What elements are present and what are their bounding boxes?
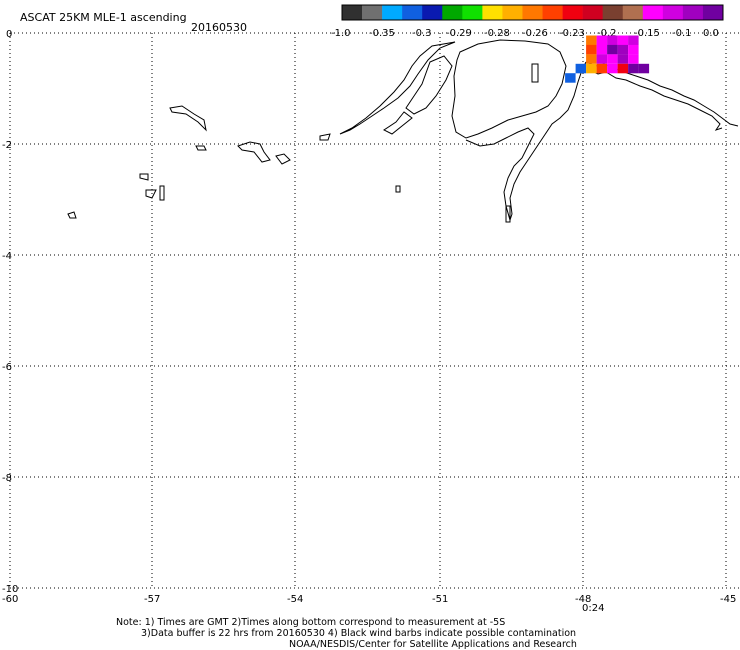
colorbar-swatch bbox=[662, 5, 684, 20]
data-pixel bbox=[596, 54, 608, 64]
data-pixel bbox=[628, 44, 639, 55]
data-pixel bbox=[617, 44, 629, 55]
colorbar bbox=[341, 4, 724, 21]
colorbar-swatch bbox=[442, 5, 463, 20]
x-tick-label: -54 bbox=[287, 594, 303, 605]
colorbar-swatch bbox=[462, 5, 483, 20]
coastline-island bbox=[67, 211, 77, 219]
coastline-island bbox=[319, 133, 331, 141]
coastline-inner-lake bbox=[531, 63, 539, 83]
coastline-island bbox=[395, 185, 401, 193]
data-pixel bbox=[596, 44, 608, 55]
data-pixel bbox=[596, 35, 608, 45]
colorbar-label: -1.0 bbox=[331, 28, 351, 39]
colorbar-swatch bbox=[502, 5, 523, 20]
data-pixel bbox=[586, 44, 597, 55]
colorbar-swatch bbox=[582, 5, 603, 20]
colorbar-label: -0.35 bbox=[369, 28, 395, 39]
coastline-island bbox=[505, 205, 511, 223]
colorbar-swatch bbox=[402, 5, 423, 20]
graticule bbox=[9, 32, 740, 589]
coastline-island bbox=[237, 141, 271, 163]
colorbar-swatch bbox=[642, 5, 664, 20]
y-tick-label: -2 bbox=[2, 140, 12, 151]
data-pixel bbox=[607, 54, 618, 64]
colorbar-swatch bbox=[602, 5, 624, 20]
data-pixel bbox=[565, 73, 576, 83]
pass-time-label: 0:24 bbox=[582, 603, 604, 614]
colorbar-label: -0.1 bbox=[672, 28, 692, 39]
data-pixel bbox=[586, 54, 597, 64]
colorbar-swatch bbox=[622, 5, 644, 20]
coastline-marajo-island bbox=[451, 39, 567, 139]
data-pixel bbox=[628, 35, 639, 45]
y-tick-label: 0 bbox=[6, 29, 12, 40]
footnote-credit: NOAA/NESDIS/Center for Satellite Applica… bbox=[289, 639, 577, 650]
colorbar-swatch bbox=[342, 5, 363, 20]
coastline-estuary-islands bbox=[405, 55, 453, 115]
coastline-island bbox=[169, 105, 207, 132]
colorbar-swatch bbox=[522, 5, 543, 20]
colorbar-swatch bbox=[702, 5, 724, 20]
data-pixel bbox=[617, 63, 629, 74]
colorbar-label: -0.28 bbox=[484, 28, 510, 39]
coastline-island bbox=[195, 145, 207, 151]
wind-data-pixels bbox=[565, 35, 650, 83]
data-pixel bbox=[607, 63, 618, 74]
data-pixel bbox=[628, 63, 639, 74]
coastline-island bbox=[145, 189, 157, 199]
colorbar-labels: -1.0 -0.35 -0.3 -0.29 -0.28 -0.26 -0.23 … bbox=[331, 28, 719, 39]
y-tick-label: -4 bbox=[2, 251, 12, 262]
data-pixel bbox=[617, 54, 629, 64]
coastline-island bbox=[159, 185, 165, 201]
latitude-tick-labels: 0 -2 -4 -6 -8 -10 bbox=[2, 29, 18, 595]
colorbar-label: -0.3 bbox=[412, 28, 432, 39]
colorbar-label: -0.23 bbox=[559, 28, 585, 39]
data-pixel bbox=[575, 63, 587, 74]
coastline-east-bays bbox=[589, 69, 723, 131]
colorbar-swatch bbox=[482, 5, 503, 20]
x-tick-label: -48 bbox=[575, 594, 591, 605]
footnote-line-1: Note: 1) Times are GMT 2)Times along bot… bbox=[116, 617, 505, 628]
x-tick-label: -60 bbox=[2, 594, 18, 605]
colorbar-swatch bbox=[562, 5, 583, 20]
map-title: ASCAT 25KM MLE-1 ascending bbox=[20, 11, 187, 24]
coastline-island bbox=[275, 153, 291, 165]
data-pixel bbox=[586, 63, 597, 74]
colorbar-swatch bbox=[542, 5, 563, 20]
colorbar-swatch bbox=[682, 5, 704, 20]
y-tick-label: -6 bbox=[2, 362, 12, 373]
coastline-island bbox=[139, 173, 149, 181]
colorbar-swatch bbox=[382, 5, 403, 20]
longitude-tick-labels: -60 -57 -54 -51 -48 -45 bbox=[2, 594, 736, 605]
map-date: 20160530 bbox=[191, 21, 247, 34]
x-tick-label: -45 bbox=[720, 594, 736, 605]
data-pixel bbox=[596, 63, 608, 74]
colorbar-border bbox=[341, 4, 724, 21]
footnote-line-2: 3)Data buffer is 22 hrs from 20160530 4)… bbox=[141, 628, 576, 639]
x-tick-label: -51 bbox=[432, 594, 448, 605]
coastline bbox=[67, 39, 739, 223]
data-pixel bbox=[638, 63, 650, 74]
colorbar-swatch bbox=[422, 5, 443, 20]
coastline-estuary-west bbox=[339, 41, 456, 135]
x-tick-label: -57 bbox=[144, 594, 160, 605]
y-tick-label: -10 bbox=[2, 584, 18, 595]
coastline-para-river bbox=[465, 61, 587, 222]
colorbar-swatch bbox=[362, 5, 383, 20]
data-pixel bbox=[628, 54, 639, 64]
data-pixel bbox=[586, 35, 597, 45]
data-pixel bbox=[607, 35, 618, 45]
data-pixel bbox=[617, 35, 629, 45]
data-pixel bbox=[607, 44, 618, 55]
coastline-estuary-islands bbox=[383, 111, 413, 135]
y-tick-label: -8 bbox=[2, 473, 12, 484]
